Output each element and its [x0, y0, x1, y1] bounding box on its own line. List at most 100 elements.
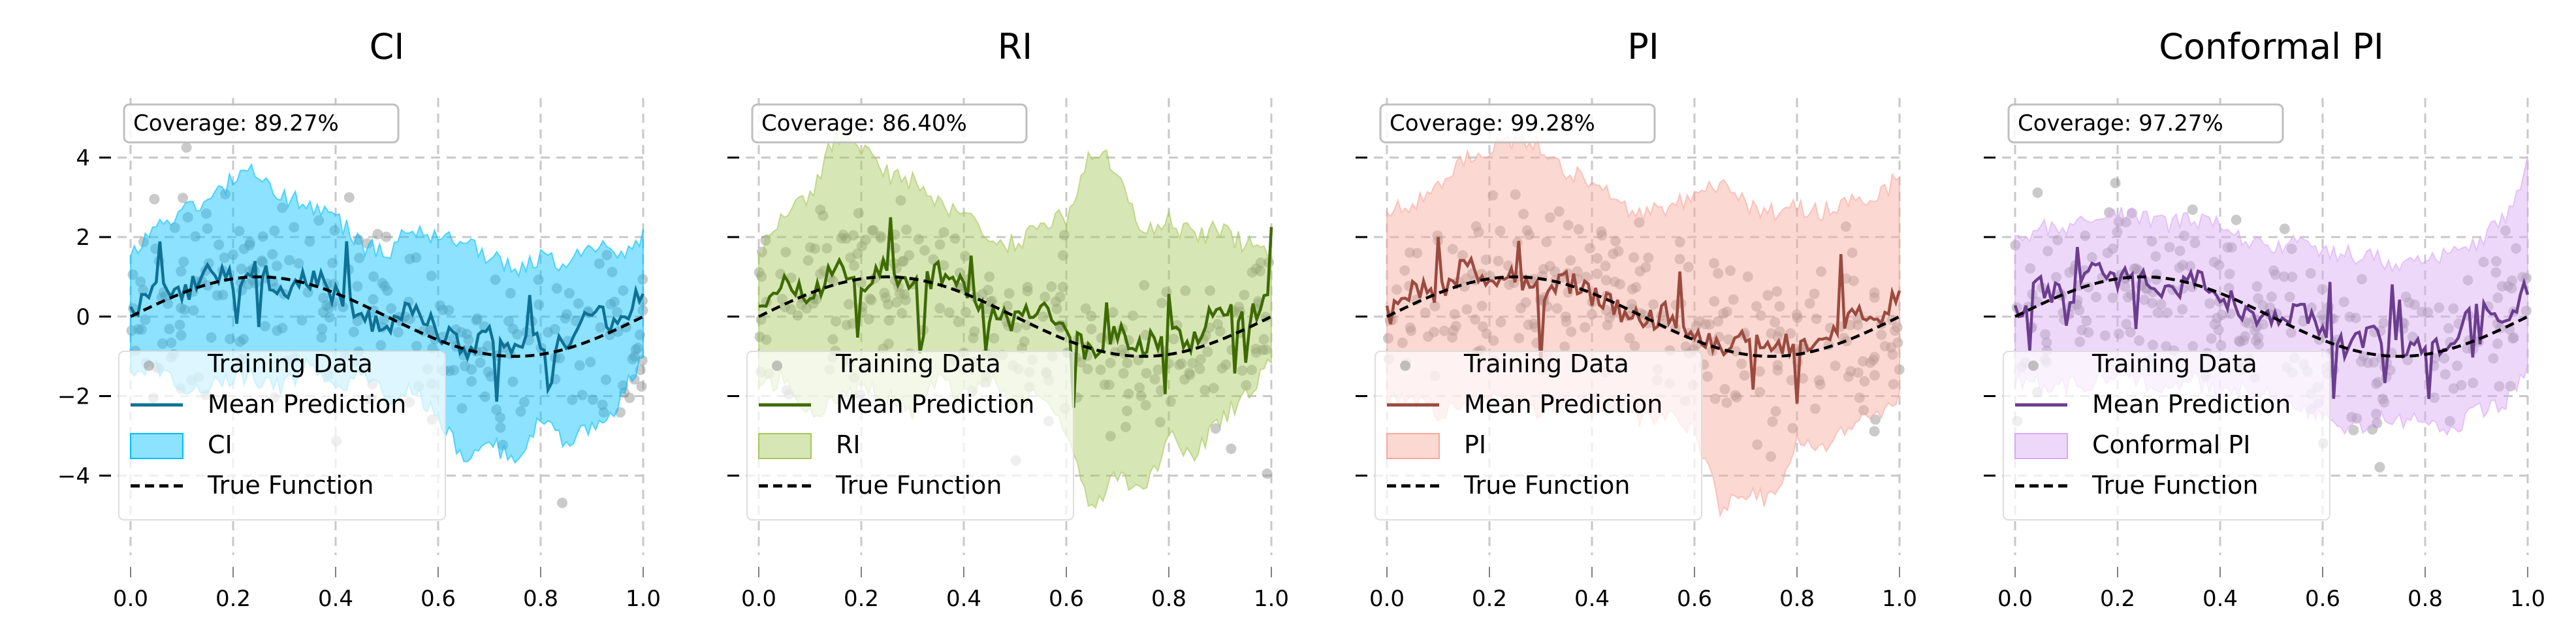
training-data-point — [1869, 292, 1880, 303]
training-data-point — [505, 287, 516, 298]
training-data-point — [2344, 312, 2355, 323]
training-data-point — [1550, 266, 1561, 277]
training-data-point — [1708, 258, 1719, 269]
training-data-point — [1634, 217, 1645, 228]
legend-label: CI — [208, 430, 232, 459]
training-data-point — [386, 303, 397, 314]
x-tick-label: 0.8 — [1779, 586, 1815, 612]
x-tick-label: 0.2 — [1472, 586, 1507, 612]
training-data-point — [2350, 312, 2361, 323]
training-data-point — [1580, 271, 1591, 282]
training-data-point — [2243, 318, 2254, 329]
training-data-point — [757, 246, 768, 257]
training-data-point — [533, 299, 545, 310]
training-data-point — [897, 308, 908, 319]
training-data-point — [507, 376, 518, 387]
training-data-point — [2443, 323, 2454, 334]
training-data-point — [1258, 334, 1269, 345]
training-data-point — [2086, 252, 2097, 263]
training-data-point — [1586, 309, 1597, 320]
training-data-point — [1845, 366, 1856, 377]
training-data-point — [2284, 291, 2295, 302]
training-data-point — [1559, 341, 1570, 352]
training-data-point — [1600, 275, 1612, 286]
training-data-point — [1154, 417, 1166, 428]
legend: Training Data Mean Prediction RI True Funct… — [746, 349, 1074, 521]
training-data-point — [133, 324, 144, 335]
legend: Training Data Mean Prediction CI True Funct… — [118, 349, 446, 521]
training-data-point — [1787, 423, 1798, 434]
training-data-point — [1838, 332, 1849, 344]
panel-4: Conformal PI 0.0 0.2 0.4 0.6 0.8 1.0 Coverage: … — [1984, 26, 2545, 612]
training-data-point — [200, 208, 212, 219]
training-data-point — [984, 271, 995, 282]
training-data-point — [2520, 306, 2532, 317]
training-data-point — [549, 324, 560, 335]
training-data-point — [588, 394, 599, 405]
training-data-point — [2134, 335, 2145, 346]
training-data-point — [1247, 266, 1258, 278]
training-data-point — [810, 243, 821, 254]
training-data-point — [304, 236, 315, 247]
training-data-point — [803, 255, 814, 266]
training-data-point — [449, 364, 460, 376]
training-data-point — [2231, 214, 2242, 225]
training-data-point — [1080, 303, 1091, 314]
training-data-point — [2270, 269, 2281, 280]
training-data-point — [411, 252, 422, 263]
training-data-point — [317, 323, 328, 334]
training-data-point — [831, 315, 842, 327]
training-data-point — [827, 334, 838, 345]
training-data-point — [1538, 264, 1549, 275]
training-data-point — [1082, 364, 1093, 375]
legend-label: Training Data — [207, 349, 373, 378]
training-data-point — [840, 233, 851, 244]
training-data-point — [880, 292, 891, 303]
training-data-point — [1397, 337, 1408, 348]
training-data-point — [634, 329, 645, 340]
training-data-point — [1718, 308, 1729, 319]
training-data-point — [138, 285, 149, 296]
training-data-point — [2462, 343, 2473, 354]
training-data-point — [1184, 367, 1195, 378]
true-function-line — [2014, 275, 2528, 358]
y-tick-label: −2 — [57, 384, 90, 410]
training-data-point — [2409, 299, 2420, 310]
training-data-point — [1847, 247, 1858, 258]
training-data-point — [1868, 355, 1879, 366]
training-data-point — [1383, 333, 1394, 344]
training-data-point — [2257, 300, 2268, 311]
training-data-point — [2367, 424, 2378, 435]
training-data-point — [1541, 236, 1552, 248]
mean-prediction-line — [758, 217, 1273, 408]
training-data-point — [348, 327, 359, 338]
training-data-point — [815, 268, 826, 280]
training-data-point — [1852, 319, 1864, 330]
training-data-point — [1719, 383, 1730, 394]
training-data-point — [483, 366, 494, 377]
legend-label: RI — [836, 430, 861, 459]
training-data-point — [868, 225, 879, 236]
training-data-point — [1614, 279, 1625, 290]
training-data-point — [2150, 251, 2161, 262]
training-data-point — [2279, 271, 2290, 282]
training-data-point — [352, 315, 363, 327]
training-data-point — [1869, 287, 1880, 298]
coverage-box — [2007, 103, 2284, 144]
training-data-point — [2208, 257, 2219, 268]
training-data-point — [627, 353, 638, 364]
training-data-point — [1755, 310, 1766, 321]
training-data-point — [2257, 319, 2268, 330]
legend-marker-band — [130, 433, 183, 459]
training-data-point — [456, 403, 468, 414]
training-data-point — [1516, 302, 1527, 313]
training-data-point — [562, 309, 573, 320]
training-data-point — [1208, 383, 1219, 394]
training-data-point — [1561, 316, 1572, 327]
training-data-point — [1774, 326, 1785, 337]
training-data-point — [277, 202, 288, 213]
training-data-point — [1521, 225, 1533, 236]
training-data-point — [2052, 234, 2063, 246]
training-data-point — [1713, 315, 1724, 327]
training-data-point — [2496, 281, 2507, 292]
